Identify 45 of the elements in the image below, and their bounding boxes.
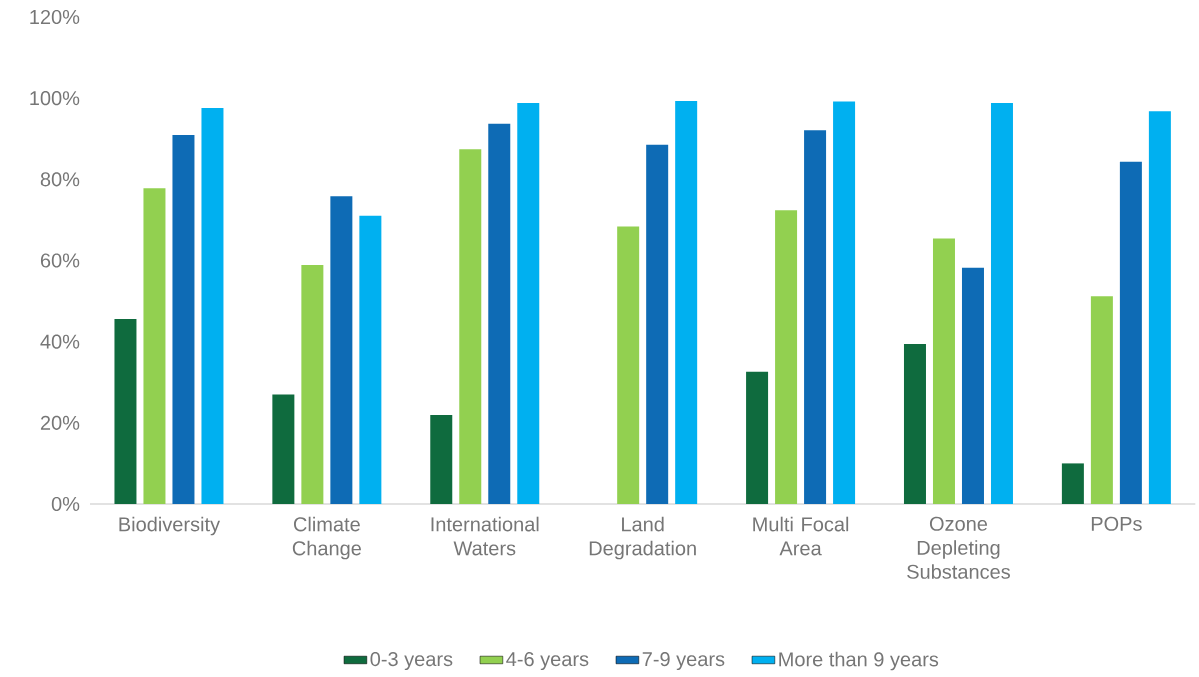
y-tick-label: 40% [40, 334, 80, 349]
y-tick-label: 20% [40, 415, 80, 430]
y-tick-label: 120% [30, 9, 80, 25]
bar [746, 371, 769, 504]
bar [272, 394, 295, 504]
bar [903, 344, 926, 504]
bar [1061, 463, 1084, 504]
bar [172, 135, 195, 504]
x-tick-label: POPs [1091, 516, 1142, 531]
bar [143, 188, 166, 504]
bar [359, 215, 382, 504]
bar [1090, 296, 1113, 504]
y-tick-label: 80% [40, 172, 80, 187]
bar [301, 264, 324, 504]
x-tick-label: Climate Change [292, 516, 361, 560]
x-tick-label: Land Degradation [589, 516, 696, 560]
bar [961, 267, 984, 504]
bar [201, 107, 224, 504]
bar [330, 196, 353, 504]
bar [833, 101, 856, 504]
y-tick-label: 60% [40, 253, 80, 268]
bar [990, 103, 1013, 504]
y-tick-label: 0% [51, 496, 80, 512]
bar [459, 149, 482, 504]
bar [646, 144, 669, 504]
legend-label: 0-3 years [370, 652, 453, 671]
bar [804, 130, 827, 504]
bar [1148, 111, 1171, 504]
y-tick-label: 100% [30, 91, 80, 106]
bar [430, 415, 453, 504]
bar [675, 101, 698, 504]
legend-label: 7-9 years [642, 652, 725, 671]
bar [488, 123, 511, 504]
x-tick-label: Ozone Depleting Substances [907, 516, 1010, 579]
bar [932, 238, 955, 504]
x-tick-label: International Waters [431, 516, 539, 556]
x-tick-label: Multi Focal Area [753, 516, 849, 556]
bar [114, 318, 137, 504]
bar [1119, 161, 1142, 504]
bar [517, 103, 540, 504]
bar [617, 226, 640, 504]
legend-label: More than 9 years [779, 651, 939, 671]
x-tick-label: Biodiversity [119, 516, 221, 536]
bar [775, 210, 798, 504]
legend-label: 4-6 years [506, 652, 589, 671]
